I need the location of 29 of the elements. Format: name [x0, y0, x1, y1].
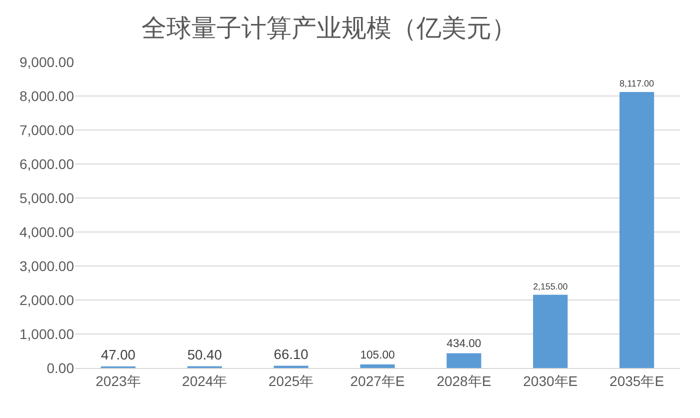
- data-label: 47.00: [100, 346, 136, 363]
- x-tick-label: 2030年E: [523, 372, 578, 389]
- chart-title: 全球量子计算产业规模（亿美元）: [142, 14, 516, 42]
- y-tick-label: 7,000.00: [20, 122, 74, 138]
- y-tick-label: 1,000.00: [20, 326, 74, 342]
- y-tick-label: 8,000.00: [20, 88, 74, 104]
- x-tick-label: 2035年E: [610, 372, 664, 389]
- bar: [620, 92, 654, 368]
- y-tick-label: 5,000.00: [20, 190, 74, 206]
- y-tick-label: 3,000.00: [20, 258, 74, 274]
- bar: [533, 294, 568, 368]
- x-tick-label: 2025年: [268, 372, 314, 389]
- y-tick-label: 4,000.00: [20, 224, 74, 240]
- data-label: 105.00: [360, 349, 395, 362]
- data-label: 434.00: [446, 338, 482, 350]
- y-tick-label: 9,000.00: [20, 54, 74, 70]
- data-label: 8,117.00: [620, 78, 654, 89]
- data-label: 2,155.00: [533, 281, 568, 292]
- x-tick-label: 2027年E: [350, 372, 405, 389]
- data-label: 66.10: [274, 346, 309, 362]
- bar: [446, 353, 482, 368]
- data-label: 50.40: [187, 346, 222, 363]
- y-tick-label: 6,000.00: [20, 156, 74, 172]
- x-tick-label: 2023年: [96, 372, 141, 389]
- bar: [360, 364, 395, 368]
- x-tick-label: 2028年E: [436, 372, 492, 389]
- x-tick-label: 2024年: [182, 372, 228, 389]
- y-tick-label: 0.00: [46, 360, 74, 376]
- y-tick-label: 2,000.00: [20, 292, 74, 308]
